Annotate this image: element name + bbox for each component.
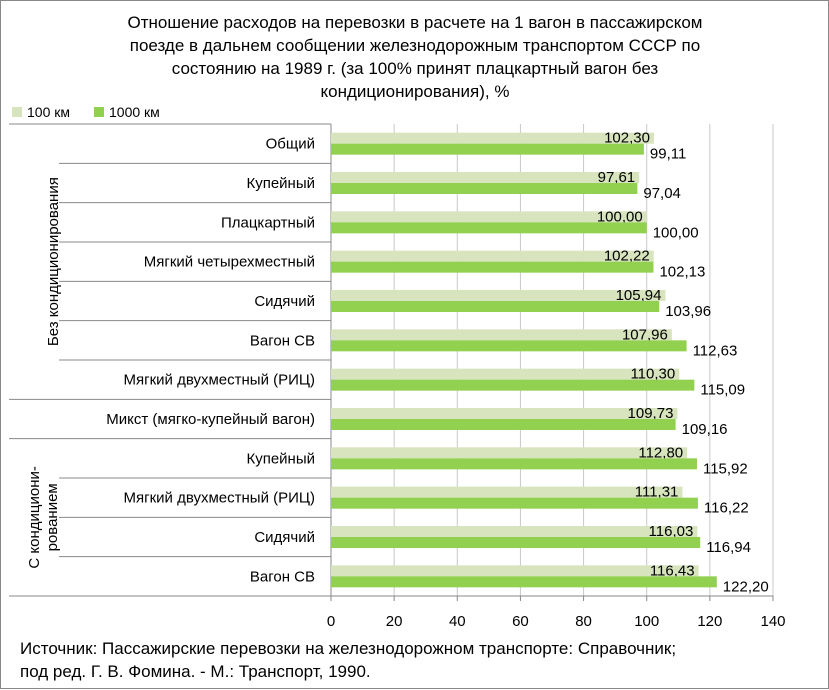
chart-title-line: кондиционирования), %	[321, 82, 510, 101]
group-label: С кондициони-	[26, 466, 43, 568]
legend-swatch-100km	[12, 107, 22, 117]
data-label-1000km: 115,09	[700, 382, 745, 399]
bar-1000km	[331, 497, 698, 509]
data-label-100km: 105,94	[616, 287, 662, 304]
source-note: Источник: Пассажирские перевозки на желе…	[20, 637, 820, 683]
data-label-100km: 102,22	[604, 248, 650, 265]
bar-1000km	[331, 458, 697, 470]
category-label: Сидячий	[254, 529, 315, 546]
legend-swatch-1000km	[94, 107, 104, 117]
bar-100km	[331, 290, 666, 301]
bar-1000km	[331, 537, 701, 548]
bar-100km	[331, 408, 678, 419]
data-label-1000km: 109,16	[682, 421, 728, 438]
x-tick-label: 140	[760, 613, 785, 630]
data-label-100km: 109,73	[628, 405, 674, 422]
chart-title-line: состоянию на 1989 г. (за 100% принят пла…	[172, 59, 659, 78]
category-label: Мягкий двухместный (РИЦ)	[124, 490, 315, 507]
bar-100km	[331, 565, 699, 577]
data-label-100km: 116,43	[650, 562, 695, 579]
category-label: Купейный	[246, 175, 315, 192]
bar-100km	[331, 329, 672, 341]
bar-100km	[331, 486, 683, 498]
bar-1000km	[331, 222, 647, 234]
category-label: Вагон СВ	[250, 568, 315, 585]
chart-title-line: поезде в дальнем сообщении железнодорожн…	[130, 36, 700, 55]
data-label-100km: 112,80	[638, 444, 683, 461]
bar-1000km	[331, 183, 638, 194]
data-label-100km: 100,00	[597, 208, 643, 225]
bar-100km	[331, 368, 680, 380]
chart-title-line: Отношение расходов на перевозки в расчет…	[127, 13, 702, 32]
data-label-1000km: 97,04	[643, 185, 681, 202]
source-line-1: Источник: Пассажирские перевозки на желе…	[20, 639, 677, 658]
bar-1000km	[331, 576, 717, 588]
category-label: Сидячий	[254, 293, 315, 310]
group-label: рованием	[44, 483, 61, 551]
data-label-1000km: 99,11	[650, 146, 686, 163]
x-tick-label: 120	[697, 613, 722, 630]
x-tick-label: 20	[386, 613, 403, 630]
data-label-1000km: 115,92	[703, 460, 748, 477]
category-label: Мягкий двухместный (РИЦ)	[124, 372, 315, 389]
group-label: Без кондиционирования	[45, 177, 62, 346]
data-label-1000km: 122,20	[723, 578, 769, 595]
bar-100km	[331, 132, 654, 144]
bar-1000km	[331, 419, 676, 430]
x-tick-label: 100	[634, 613, 659, 630]
data-label-100km: 97,61	[598, 169, 636, 186]
data-label-1000km: 103,96	[665, 303, 711, 320]
category-label: Купейный	[246, 450, 315, 467]
data-label-1000km: 116,94	[706, 539, 751, 556]
bar-1000km	[331, 379, 695, 391]
category-label: Мягкий четырехместный	[144, 254, 315, 271]
bar-100km	[331, 250, 654, 262]
category-label: Общий	[266, 136, 315, 153]
data-label-100km: 111,31	[635, 484, 679, 501]
data-label-100km: 102,30	[604, 130, 650, 147]
bar-1000km	[331, 143, 644, 155]
data-label-1000km: 102,13	[659, 264, 705, 281]
bar-100km	[331, 172, 640, 183]
legend-label-100km: 100 км	[27, 104, 70, 120]
category-label: Вагон СВ	[250, 332, 315, 349]
bar-1000km	[331, 340, 687, 352]
x-tick-label: 80	[575, 613, 592, 630]
source-line-2: под ред. Г. В. Фомина. - М.: Транспорт, …	[20, 662, 371, 681]
bar-1000km	[331, 301, 660, 312]
x-tick-label: 40	[449, 613, 466, 630]
data-label-1000km: 112,63	[693, 342, 738, 359]
data-label-1000km: 116,22	[704, 500, 749, 517]
data-label-100km: 116,03	[649, 523, 694, 540]
bar-100km	[331, 447, 688, 459]
data-label-1000km: 100,00	[653, 224, 699, 241]
bar-100km	[331, 526, 698, 537]
data-label-100km: 107,96	[622, 326, 668, 343]
legend-label-1000km: 1000 км	[109, 104, 160, 120]
bar-100km	[331, 211, 647, 223]
x-tick-label: 60	[512, 613, 529, 630]
x-tick-label: 0	[327, 613, 335, 630]
data-label-100km: 110,30	[630, 366, 675, 383]
bar-1000km	[331, 261, 654, 273]
category-label: Микст (мягко-купейный вагон)	[106, 411, 315, 428]
category-label: Плацкартный	[221, 214, 315, 231]
